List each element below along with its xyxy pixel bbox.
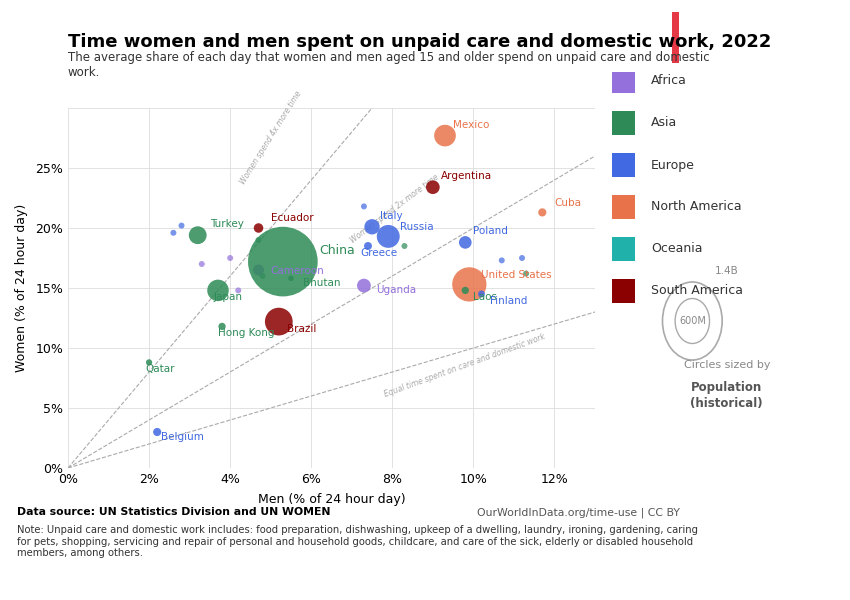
Y-axis label: Women (% of 24 hour day): Women (% of 24 hour day) (15, 204, 28, 372)
Point (519, 269, 533, 278)
Point (276, 257, 290, 266)
Text: Mexico: Mexico (453, 119, 490, 130)
Point (252, 235, 265, 245)
Point (361, 241, 375, 251)
Point (357, 202, 371, 211)
Text: Uganda: Uganda (376, 285, 416, 295)
Text: Asia: Asia (651, 116, 677, 130)
Text: China: China (320, 244, 355, 257)
Text: Time women and men spent on unpaid care and domestic work, 2022: Time women and men spent on unpaid care … (68, 33, 772, 51)
Bar (612, 111, 635, 135)
Point (191, 230, 205, 240)
Text: Cuba: Cuba (554, 197, 581, 208)
Point (167, 228, 180, 238)
Text: Italy: Italy (380, 211, 403, 221)
Point (458, 238, 472, 247)
Text: 1.4B: 1.4B (715, 266, 739, 276)
Text: The average share of each day that women and men aged 15 and older spend on unpa: The average share of each day that women… (68, 51, 710, 79)
Point (252, 265, 265, 275)
Point (224, 253, 237, 263)
Point (357, 281, 371, 290)
Point (142, 358, 156, 367)
Point (256, 271, 269, 281)
Text: Turkey: Turkey (210, 219, 244, 229)
Bar (612, 195, 635, 219)
Text: Hong Kong: Hong Kong (218, 328, 275, 338)
Bar (612, 237, 635, 261)
Text: Bhutan: Bhutan (303, 278, 341, 288)
Point (215, 322, 229, 331)
Point (382, 232, 395, 241)
Text: Belgium: Belgium (162, 431, 204, 442)
Text: Finland: Finland (490, 296, 527, 306)
Point (515, 253, 529, 263)
Text: Brazil: Brazil (287, 323, 316, 334)
Text: Japan: Japan (214, 292, 243, 302)
Text: Qatar: Qatar (145, 364, 174, 374)
Text: Women spend 4x more time: Women spend 4x more time (238, 89, 303, 186)
Text: 600M: 600M (679, 316, 706, 326)
X-axis label: Men (% of 24 hour day): Men (% of 24 hour day) (258, 493, 405, 506)
Point (462, 280, 476, 289)
Text: Laos: Laos (473, 292, 497, 302)
Point (474, 289, 488, 299)
Point (495, 256, 508, 265)
Text: Russia: Russia (400, 221, 434, 232)
Text: Argentina: Argentina (441, 171, 492, 181)
Text: Note: Unpaid care and domestic work includes: food preparation, dishwashing, upk: Note: Unpaid care and domestic work incl… (17, 525, 698, 558)
Point (195, 259, 208, 269)
Text: Oceania: Oceania (651, 242, 702, 256)
Text: Data source: UN Statistics Division and UN WOMEN: Data source: UN Statistics Division and … (17, 507, 331, 517)
Text: Greece: Greece (360, 248, 397, 258)
Text: Women spend 2x more time: Women spend 2x more time (348, 172, 441, 245)
Point (426, 182, 439, 192)
Point (398, 241, 411, 251)
Text: Poland: Poland (473, 226, 508, 236)
Text: Africa: Africa (651, 74, 687, 88)
Text: United States: United States (481, 269, 552, 280)
Point (439, 131, 452, 140)
Point (175, 221, 189, 230)
Bar (612, 69, 635, 93)
Text: Europe: Europe (651, 158, 695, 172)
Bar (612, 279, 635, 303)
Bar (612, 153, 635, 177)
Text: Ecuador: Ecuador (270, 213, 314, 223)
Text: South America: South America (651, 284, 743, 298)
Point (284, 274, 298, 283)
Point (150, 427, 164, 437)
Point (366, 222, 379, 232)
Bar (672, 12, 679, 63)
Text: OurWorldInData.org/time-use | CC BY: OurWorldInData.org/time-use | CC BY (477, 507, 680, 517)
Point (458, 286, 472, 295)
Text: Our World
in Data: Our World in Data (699, 20, 766, 49)
Point (272, 317, 286, 326)
Text: North America: North America (651, 200, 742, 214)
Point (536, 208, 549, 217)
Point (211, 286, 224, 295)
Text: Cameroon: Cameroon (270, 266, 325, 276)
Point (231, 286, 245, 295)
Text: Population
(historical): Population (historical) (690, 381, 763, 410)
Point (252, 223, 265, 233)
Text: Equal time spent on care and domestic work: Equal time spent on care and domestic wo… (382, 332, 547, 399)
Text: Circles sized by: Circles sized by (683, 360, 770, 370)
